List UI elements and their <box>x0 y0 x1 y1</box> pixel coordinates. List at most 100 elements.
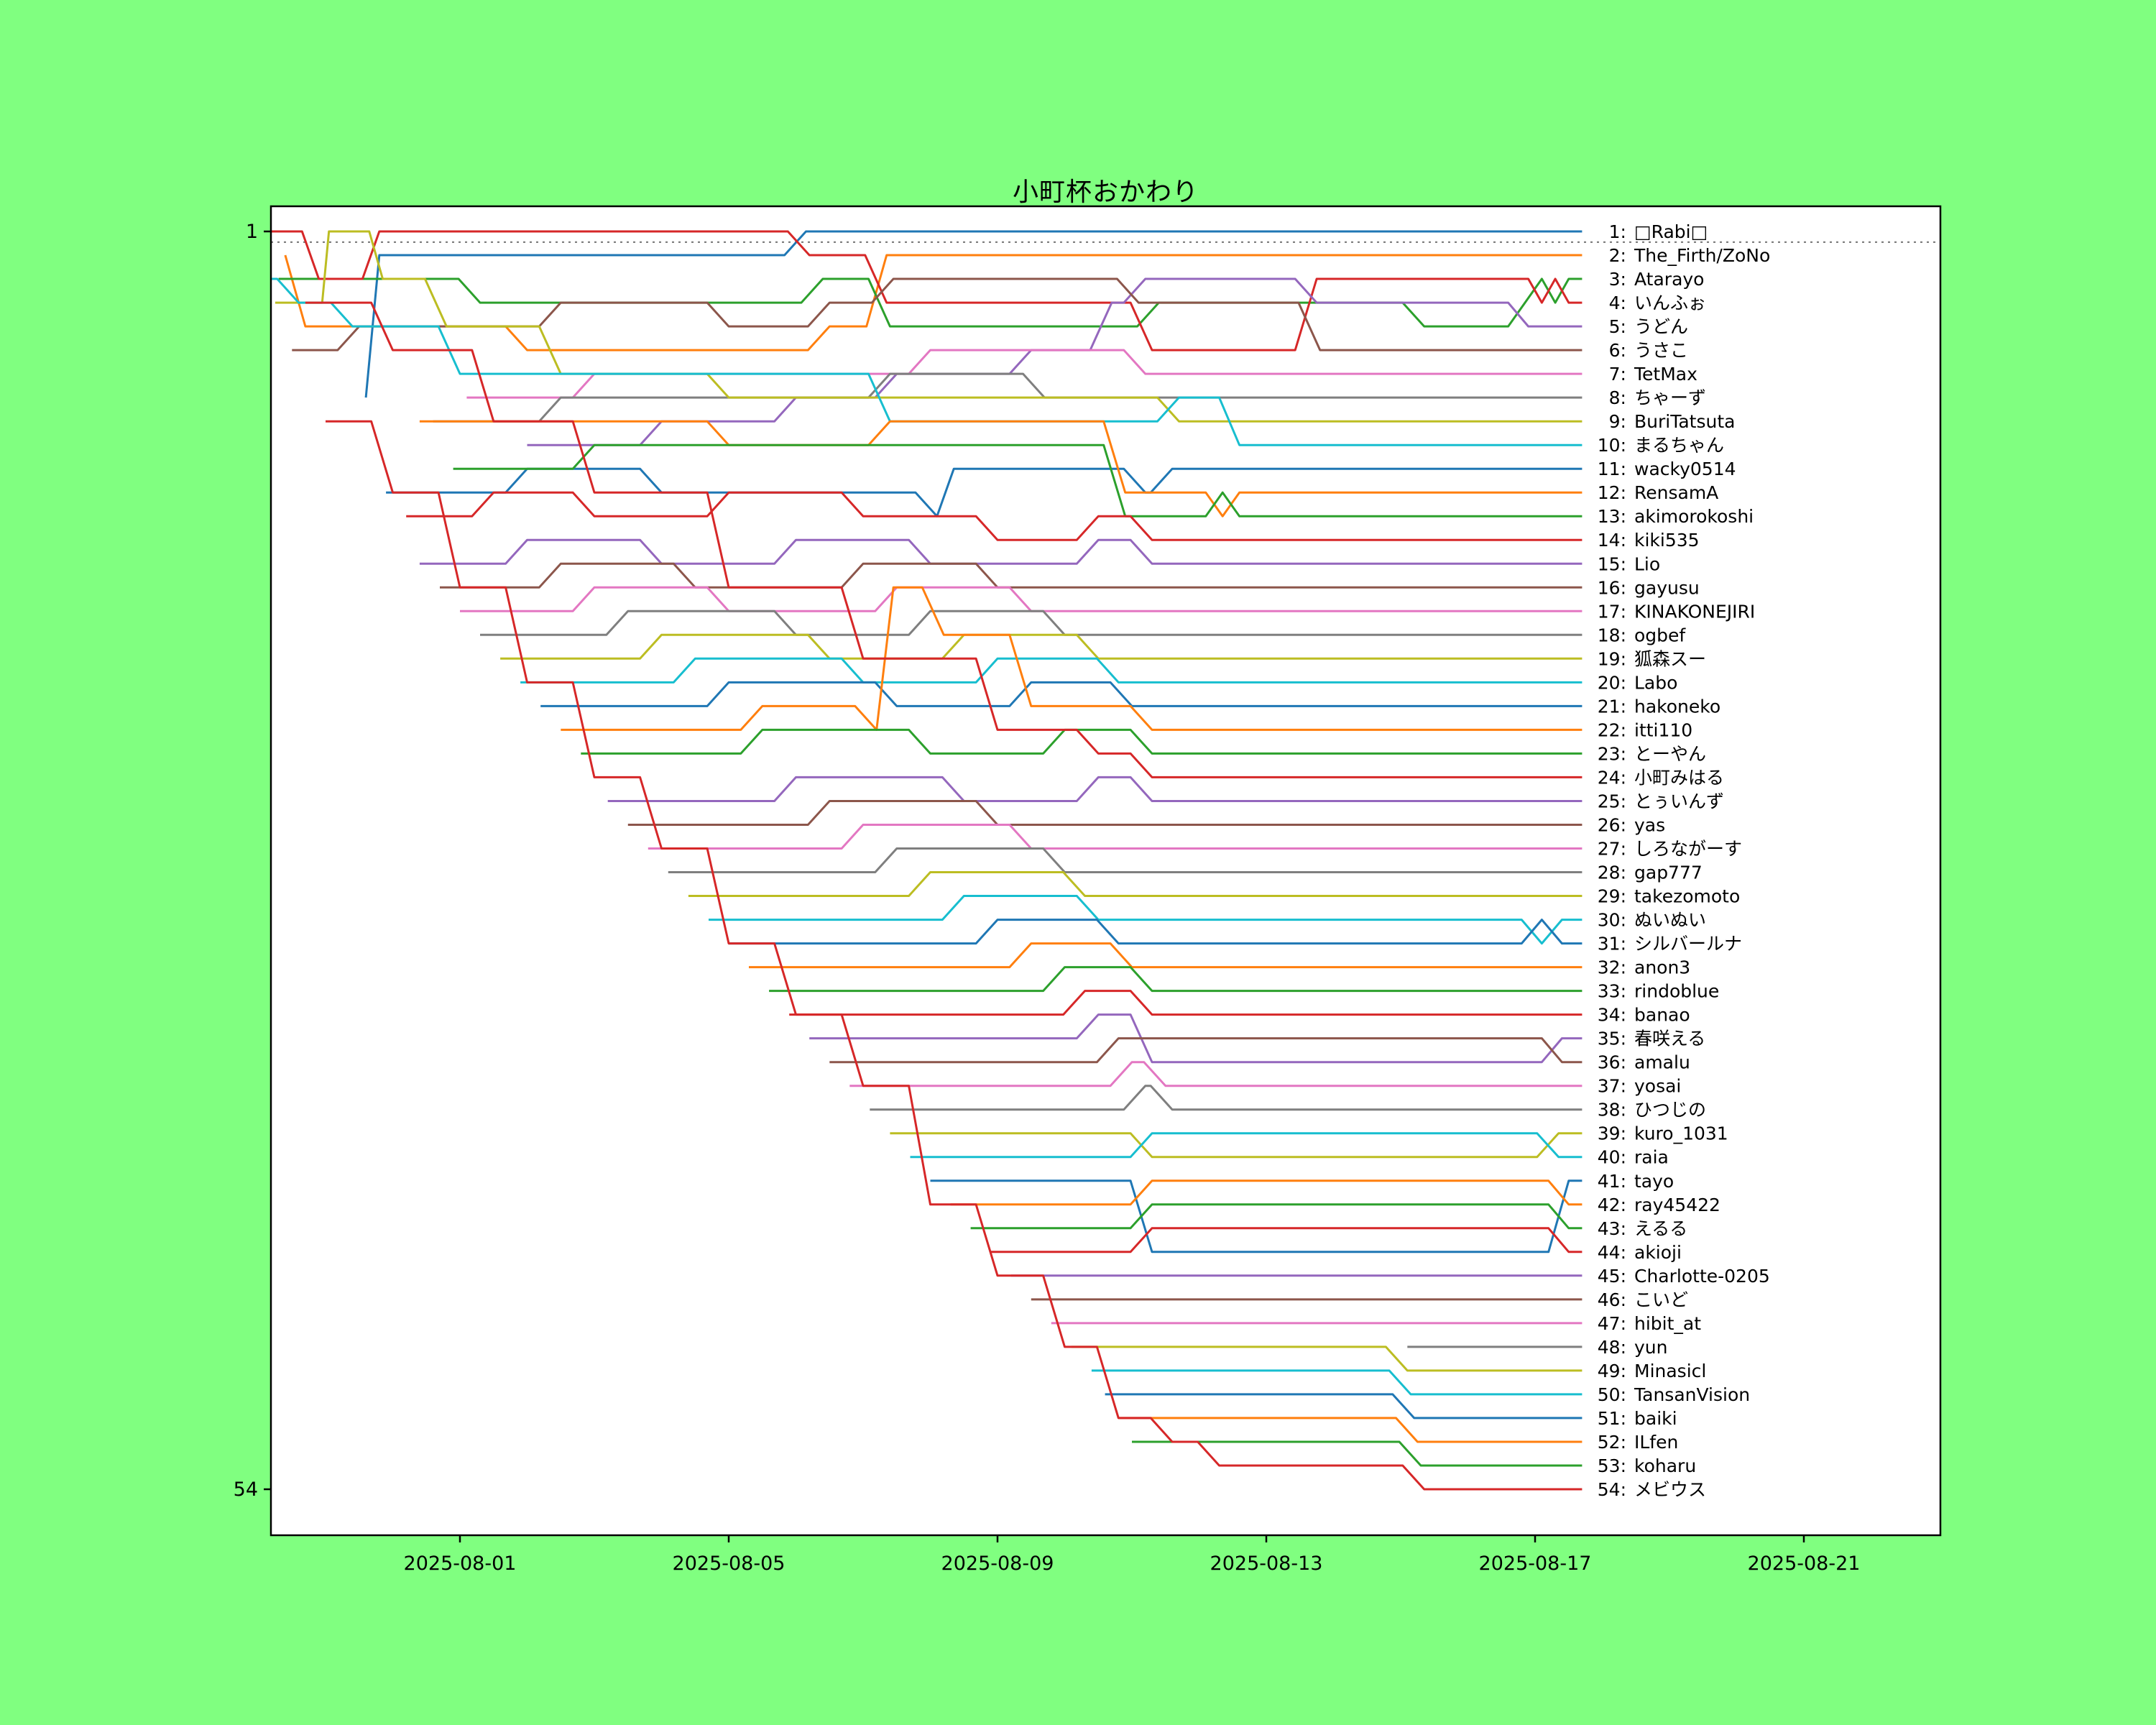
series-line <box>419 420 1583 518</box>
legend-rank-number: 12: <box>1598 482 1626 503</box>
legend-rank-number: 16: <box>1598 577 1626 598</box>
series-line <box>749 942 1583 969</box>
series-line <box>326 420 1583 1491</box>
series-line <box>769 966 1583 993</box>
legend-player-name: kiki535 <box>1634 530 1700 551</box>
legend-rank-number: 44: <box>1598 1242 1626 1263</box>
series-line <box>561 586 1583 731</box>
legend-rank-number: 32: <box>1598 957 1626 978</box>
series-line <box>668 847 1583 873</box>
legend-rank-number: 33: <box>1598 981 1626 1002</box>
legend-rank-number: 45: <box>1598 1266 1626 1287</box>
legend-player-name: baiki <box>1634 1408 1677 1429</box>
legend-rank-number: 19: <box>1598 648 1626 669</box>
y-axis-tick-label: 54 <box>234 1478 258 1501</box>
legend-rank-number: 13: <box>1598 506 1626 527</box>
legend-player-name: いんふぉ <box>1634 293 1706 313</box>
series-line <box>271 230 1583 351</box>
legend-rank-number: 28: <box>1598 862 1626 883</box>
series-line <box>305 301 1583 778</box>
x-axis-tick-label: 2025-08-01 <box>404 1552 517 1575</box>
legend-rank-number: 23: <box>1598 743 1626 764</box>
legend-rank-number: 20: <box>1598 672 1626 693</box>
legend-player-name: ILfen <box>1634 1432 1678 1453</box>
series-line <box>1132 1440 1583 1467</box>
legend-rank-number: 37: <box>1598 1076 1626 1097</box>
legend-player-name: シルバールナ <box>1634 934 1742 954</box>
legend-rank-number: 9: <box>1609 411 1626 432</box>
legend-player-name: 小町みはる <box>1634 767 1724 788</box>
legend-player-name: The_Firth/ZoNo <box>1634 245 1770 266</box>
series-line <box>890 1132 1583 1159</box>
legend-rank-number: 29: <box>1598 886 1626 907</box>
legend-player-name: TansanVision <box>1634 1384 1750 1405</box>
series-line <box>1091 1369 1583 1396</box>
legend-rank-number: 21: <box>1598 696 1626 717</box>
legend-rank-number: 49: <box>1598 1361 1626 1381</box>
series-line <box>910 1132 1583 1159</box>
legend-rank-number: 51: <box>1598 1408 1626 1429</box>
series-line <box>607 776 1583 802</box>
legend-rank-number: 31: <box>1598 934 1626 954</box>
legend-rank-number: 53: <box>1598 1455 1626 1476</box>
series-line <box>581 728 1583 755</box>
series-line <box>648 824 1583 850</box>
legend-rank-number: 35: <box>1598 1029 1626 1049</box>
legend-player-name: とぅいんず <box>1634 791 1724 811</box>
series-line <box>729 919 1583 945</box>
series-line <box>1105 1393 1583 1420</box>
legend-rank-number: 7: <box>1609 364 1626 385</box>
legend-player-name: Atarayo <box>1634 269 1704 290</box>
legend-rank-number: 46: <box>1598 1289 1626 1310</box>
legend-player-name: hibit_at <box>1634 1313 1701 1334</box>
legend-player-name: hakoneko <box>1634 696 1720 717</box>
legend-player-name: kuro_1031 <box>1634 1123 1728 1144</box>
legend-player-name: yosai <box>1634 1076 1681 1097</box>
legend-rank-number: 18: <box>1598 625 1626 645</box>
legend-rank-number: 11: <box>1598 459 1626 479</box>
legend-player-name: えるる <box>1634 1218 1687 1239</box>
legend-player-name: TetMax <box>1634 364 1697 385</box>
legend-rank-number: 47: <box>1598 1313 1626 1334</box>
legend-player-name: 狐森スー <box>1634 648 1706 669</box>
series-line <box>930 1179 1583 1254</box>
legend-player-name: wacky0514 <box>1634 459 1736 479</box>
legend-rank-number: 30: <box>1598 910 1626 931</box>
legend-rank-number: 8: <box>1609 387 1626 408</box>
legend-player-name: Minasicl <box>1634 1361 1706 1381</box>
series-line <box>970 1203 1583 1230</box>
series-line <box>520 657 1583 684</box>
legend-player-name: rindoblue <box>1634 981 1719 1002</box>
series-line <box>466 349 1583 399</box>
series-line <box>460 586 1583 612</box>
legend-player-name: □Rabi□ <box>1634 221 1708 242</box>
legend-player-name: anon3 <box>1634 957 1690 978</box>
series-line <box>453 443 1583 518</box>
legend-rank-number: 38: <box>1598 1100 1626 1121</box>
legend-rank-number: 42: <box>1598 1195 1626 1215</box>
legend-player-name: うさこ <box>1634 340 1688 361</box>
series-line <box>870 1085 1583 1111</box>
legend-rank-number: 41: <box>1598 1171 1626 1192</box>
legend-rank-number: 17: <box>1598 601 1626 622</box>
legend-player-name: tayo <box>1634 1171 1674 1192</box>
legend-rank-number: 4: <box>1609 293 1626 313</box>
y-axis-tick-label: 1 <box>246 221 258 243</box>
plot-border <box>270 205 1942 1537</box>
series-line <box>540 681 1583 707</box>
x-axis-tick-label: 2025-08-17 <box>1479 1552 1592 1575</box>
legend-rank-number: 5: <box>1609 316 1626 337</box>
legend-player-name: ひつじの <box>1634 1100 1706 1121</box>
legend-player-name: amalu <box>1634 1052 1690 1073</box>
legend-rank-number: 54: <box>1598 1479 1626 1500</box>
legend-rank-number: 22: <box>1598 719 1626 740</box>
legend-player-name: ちゃーず <box>1634 387 1706 408</box>
legend-player-name: akioji <box>1634 1242 1682 1263</box>
legend-player-name: Lio <box>1634 553 1660 574</box>
series-line <box>419 538 1583 565</box>
legend-player-name: yas <box>1634 814 1665 835</box>
legend-player-name: yun <box>1634 1337 1667 1358</box>
legend-player-name: ogbef <box>1634 625 1686 645</box>
